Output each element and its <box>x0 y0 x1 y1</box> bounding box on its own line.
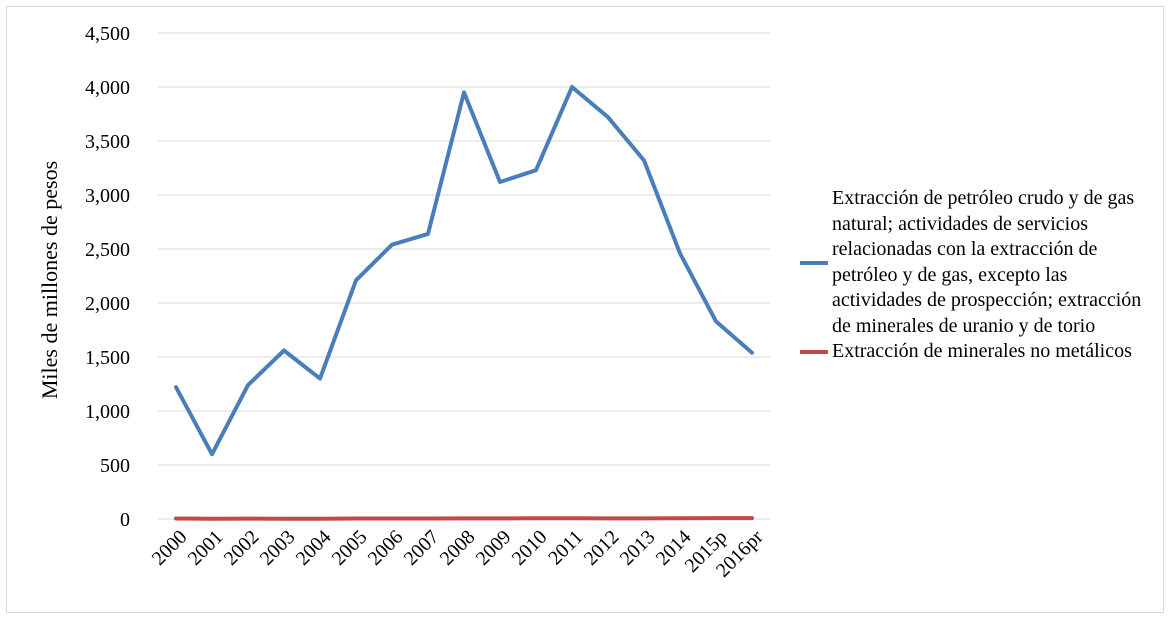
y-tick-label: 2,500 <box>85 239 130 261</box>
y-axis-ticks: 0 500 1,000 1,500 2,000 2,500 3,000 3,500 4,000 4… <box>85 23 130 531</box>
y-tick-label: 1,000 <box>85 401 130 423</box>
x-tick-label: 2012 <box>580 526 624 570</box>
series-line-2 <box>174 516 754 521</box>
chart-frame <box>6 6 1164 613</box>
y-tick-label: 3,500 <box>85 131 130 153</box>
x-tick-label: 2008 <box>436 526 480 570</box>
x-tick-label: 2010 <box>508 526 552 570</box>
x-tick-label: 2005 <box>328 526 372 570</box>
legend-item: Extracción de petróleo crudo y de gas na… <box>800 186 1162 339</box>
x-tick-label: 2000 <box>148 526 192 570</box>
legend-swatch <box>800 260 828 265</box>
x-tick-label: 2003 <box>256 526 300 570</box>
y-tick-label: 1,500 <box>85 347 130 369</box>
gridlines <box>158 32 770 520</box>
x-tick-label: 2006 <box>364 526 408 570</box>
x-tick-label: 2004 <box>292 526 336 570</box>
x-tick-label: 2001 <box>184 526 228 570</box>
x-tick-label: 2009 <box>472 526 516 570</box>
x-axis-ticks: 2000200120022003200420052006200720082009… <box>148 526 768 582</box>
x-tick-label: 2007 <box>400 526 444 570</box>
y-tick-label: 3,000 <box>85 185 130 207</box>
y-tick-label: 4,500 <box>85 23 130 45</box>
series-lines <box>174 85 754 521</box>
series-line-1 <box>174 85 754 457</box>
legend-label: Extracción de minerales no metálicos <box>832 340 1132 362</box>
legend-label: Extracción de petróleo crudo y de gas na… <box>832 187 1142 337</box>
y-tick-label: 500 <box>100 455 130 477</box>
legend: Extracción de petróleo crudo y de gas na… <box>800 186 1162 365</box>
x-tick-label: 2013 <box>616 526 660 570</box>
x-tick-label: 2002 <box>220 526 264 570</box>
y-tick-label: 4,000 <box>85 77 130 99</box>
legend-swatch <box>800 349 828 354</box>
legend-item: Extracción de minerales no metálicos <box>800 339 1162 365</box>
y-tick-label: 2,000 <box>85 293 130 315</box>
y-tick-label: 0 <box>120 509 130 531</box>
x-tick-label: 2011 <box>544 526 587 569</box>
y-axis-label: Miles de millones de pesos <box>37 161 62 399</box>
